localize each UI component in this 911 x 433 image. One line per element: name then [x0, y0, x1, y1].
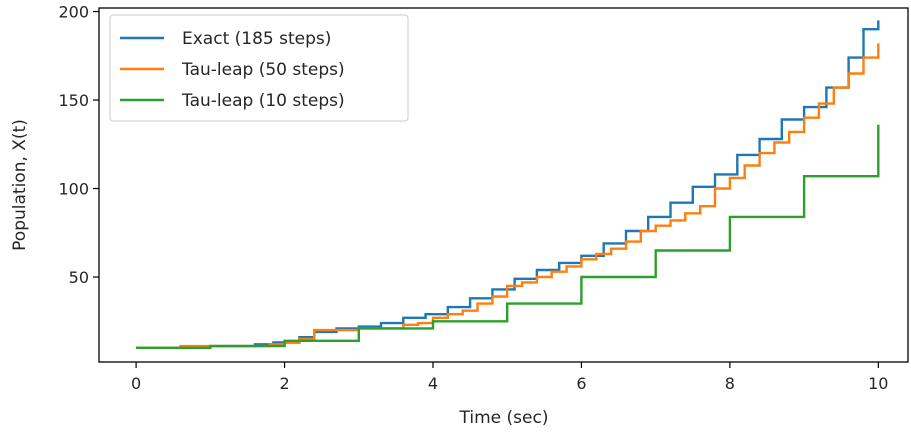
y-axis: 50 100 150 200	[58, 3, 99, 287]
series-line-3	[136, 124, 880, 349]
legend-box	[109, 14, 409, 122]
x-tick-label: 6	[576, 374, 586, 393]
x-axis-label: Time (sec)	[459, 408, 549, 428]
x-tick-label: 0	[131, 374, 141, 393]
y-tick-label: 200	[58, 3, 89, 22]
y-tick-label: 100	[58, 180, 89, 199]
legend-label-3: Tau-leap (10 steps)	[181, 91, 345, 111]
x-tick-label: 2	[279, 374, 289, 393]
y-axis-label: Population, X(t)	[10, 119, 30, 251]
x-tick-label: 10	[868, 374, 888, 393]
series-line-2	[136, 43, 880, 349]
legend-label-1: Exact (185 steps)	[182, 29, 331, 49]
plot-frame	[98, 7, 909, 363]
y-tick-label: 50	[69, 268, 89, 287]
x-axis: 0 2 4 6 8 10	[131, 362, 888, 393]
y-tick-label: 150	[58, 91, 89, 110]
series-line-1	[136, 20, 880, 349]
x-tick-label: 8	[725, 374, 735, 393]
x-tick-label: 4	[428, 374, 438, 393]
plot-lines	[136, 20, 880, 349]
legend-label-2: Tau-leap (50 steps)	[181, 60, 345, 80]
legend: Exact (185 steps) Tau-leap (50 steps) Tau-…	[109, 14, 409, 122]
